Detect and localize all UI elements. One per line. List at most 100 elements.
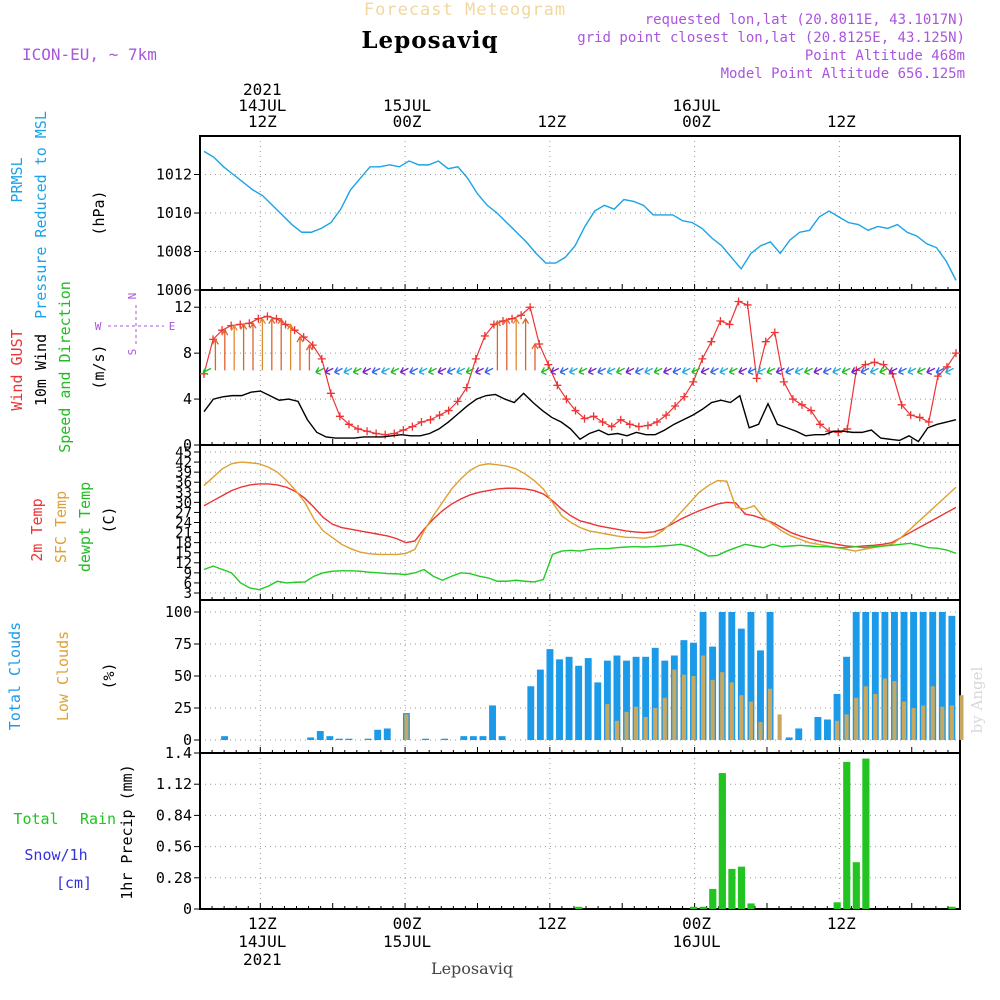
low-cloud-bar [605, 704, 610, 740]
y-tick-label: 1.12 [156, 775, 192, 793]
wind-direction-arrow [258, 317, 266, 371]
compass-e: E [169, 320, 176, 333]
location-title: Leposaviq [361, 27, 498, 54]
wind-direction-arrow [804, 367, 813, 375]
y-tick-label: 50 [174, 667, 192, 685]
low-cloud-bar [681, 674, 686, 740]
rain-bar [575, 906, 583, 909]
low-cloud-bar [634, 706, 639, 740]
gust-marker [816, 420, 825, 429]
gust-marker [707, 337, 716, 346]
y-tick-label: 1010 [156, 204, 192, 222]
gust-marker [299, 333, 308, 342]
low-cloud-bar [854, 697, 859, 740]
gust-marker [489, 320, 498, 329]
top-axis-label: 12Z [248, 112, 277, 131]
rain-bar [852, 862, 860, 909]
total-cloud-bar [536, 669, 544, 740]
low-cloud-bar [643, 716, 648, 740]
top-axis-label: 2021 [243, 80, 282, 99]
gust-marker [788, 395, 797, 404]
wind-direction-arrow [381, 367, 390, 375]
y-tick-label: 27 [175, 505, 192, 521]
bottom-axis-label: 2021 [243, 950, 282, 969]
total-cloud-bar [469, 736, 477, 740]
info-grid-point: grid point closest lon,lat (20.8125E, 43… [577, 30, 965, 46]
wind-direction-arrow [747, 367, 757, 375]
compass-n: N [126, 293, 139, 300]
temp-2m-line [203, 483, 957, 548]
gust-marker [698, 354, 707, 363]
total-cloud-bar [527, 686, 535, 740]
wind-direction-arrow [775, 367, 785, 375]
y-tick-label: 1006 [156, 281, 192, 299]
wind-direction-arrow [550, 367, 560, 375]
y-tick-label: 24 [175, 516, 192, 532]
bottom-axis-label: 16JUL [673, 932, 721, 951]
gust-marker [653, 418, 662, 427]
wind-direction-arrow [587, 367, 597, 375]
top-axis-label: 16JUL [673, 96, 721, 115]
total-cloud-bar [757, 650, 764, 740]
top-axis-label: 14JUL [238, 96, 286, 115]
low-cloud-bar [777, 714, 782, 740]
wind-direction-arrow [437, 367, 447, 375]
wind-line [203, 390, 957, 443]
gust-marker [671, 401, 680, 410]
gust-marker [272, 314, 281, 323]
gust-marker [580, 414, 589, 423]
total-cloud-bar [364, 738, 372, 740]
rain-bar [843, 761, 851, 909]
low-cloud-bar [911, 708, 916, 740]
label-snow-cm: [cm] [56, 874, 92, 892]
rain-bar [737, 866, 746, 909]
wind-direction-arrow [766, 367, 776, 375]
label-wind-gust: Wind GUST [8, 329, 26, 410]
low-cloud-bar [959, 695, 964, 740]
gust-marker [535, 339, 544, 348]
wind-direction-arrow [390, 367, 400, 375]
total-cloud-bar [479, 736, 487, 740]
bottom-axis-label: 12Z [537, 914, 566, 933]
wind-direction-arrow [822, 367, 832, 375]
label-percent: (%) [100, 662, 118, 689]
y-tick-label: 21 [175, 526, 192, 542]
wind-direction-arrow [653, 367, 663, 375]
wind-direction-arrow [249, 322, 257, 371]
wind-direction-arrow [738, 367, 748, 375]
model-label: ICON-EU, ~ 7km [22, 45, 157, 64]
top-axis-label: 15JUL [383, 96, 431, 115]
low-cloud-bar [748, 701, 753, 740]
gust-marker [471, 354, 480, 363]
panel-precip: 0 0.28 0.56 0.84 1.12 1.4 [156, 744, 961, 918]
wind-direction-arrow [578, 367, 588, 375]
wind-direction-arrow [409, 367, 419, 375]
wind-direction-arrow [465, 367, 475, 375]
wind-direction-arrow [305, 343, 313, 371]
info-point-altitude: Point Altitude 468m [805, 48, 965, 64]
total-cloud-bar [948, 615, 956, 740]
total-cloud-bar [498, 736, 506, 740]
y-tick-label: 8 [183, 344, 192, 362]
total-cloud-bar [871, 612, 879, 740]
gust-marker [571, 406, 580, 415]
wind-direction-arrow [334, 367, 343, 375]
y-tick-label: 30 [175, 495, 192, 511]
total-cloud-bar [785, 737, 793, 740]
wind-direction-arrow [710, 367, 719, 375]
gust-marker [290, 326, 299, 335]
total-cloud-bar [489, 705, 496, 740]
total-cloud-bar [565, 656, 573, 740]
wind-direction-arrow [785, 367, 795, 375]
total-cloud-bar [307, 737, 315, 740]
y-tick-label: 3 [184, 586, 192, 602]
watermark: by Angel [968, 666, 986, 733]
y-tick-label: 0 [183, 731, 192, 749]
label-pressure-msl: Pressure Reduced to MSL [32, 111, 50, 319]
wind-direction-arrow [324, 367, 334, 375]
low-cloud-bar [758, 722, 763, 740]
gust-marker [245, 319, 254, 328]
top-axis-label: 12Z [537, 112, 566, 131]
